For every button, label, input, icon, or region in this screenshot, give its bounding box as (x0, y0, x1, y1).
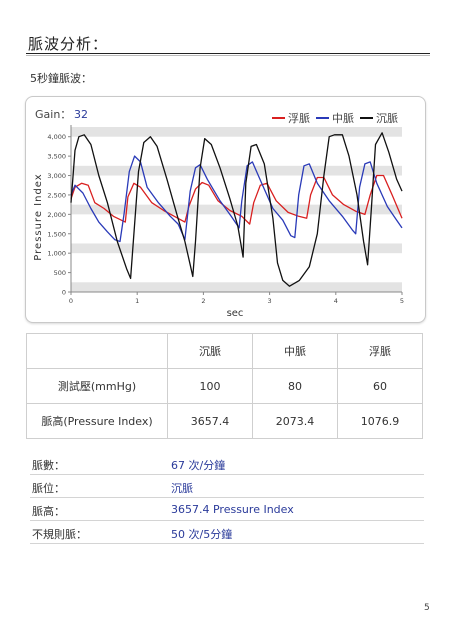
grid-band (71, 204, 402, 215)
y-tick-label: 3,500 (47, 153, 66, 161)
x-tick-label: 1 (135, 297, 139, 305)
x-tick-label: 2 (201, 297, 205, 305)
pulse-wave-chart: 0 500 1,000 1,500 2,000 2,500 3,000 3,500 4,000 0… (25, 96, 426, 323)
y-axis-label: Pressure Index (33, 173, 44, 260)
info-label: 不規則脈： (32, 528, 87, 541)
section-title: 5秒鐘脈波： (30, 72, 92, 85)
pulse-wave-chart-svg: 0 500 1,000 1,500 2,000 2,500 3,000 3,500 4,000 0… (33, 108, 404, 319)
table-header-cell (26, 333, 168, 369)
y-tick-label: 1,500 (47, 230, 66, 238)
y-tick-label: 2,000 (47, 211, 66, 219)
page-number: 5 (424, 603, 430, 613)
grid-band (71, 127, 402, 137)
y-tick-label: 2,500 (47, 191, 66, 199)
table-cell: 2073.4 (252, 403, 338, 439)
title-divider-shadow (26, 55, 430, 56)
y-tick-label: 0 (62, 289, 66, 297)
info-value: 50 次/5分鐘 (171, 528, 233, 541)
y-tick-label: 3,000 (47, 172, 66, 180)
table-cell: 3657.4 (167, 403, 253, 439)
x-tick-label: 3 (268, 297, 272, 305)
table-row: 脈高(Pressure Index) 3657.4 2073.4 1076.9 (26, 403, 423, 439)
page-title: 脈波分析： (28, 35, 109, 53)
legend-label: 沉脈 (376, 111, 398, 125)
info-label: 脈位： (32, 482, 65, 495)
series-line-1 (70, 155, 403, 243)
grid-band (71, 165, 402, 176)
series-line-0 (70, 174, 403, 225)
table-cell: 60 (337, 368, 423, 404)
gain-value: 32 (74, 108, 88, 121)
gain-label: Gain： (35, 108, 71, 121)
info-value: 67 次/分鐘 (171, 459, 226, 472)
info-row-pulse-position: 脈位： 沉脈 (30, 475, 424, 498)
table-header-cell: 浮脈 (337, 333, 423, 369)
grid-band (71, 243, 402, 254)
y-tick-label: 4,000 (47, 133, 66, 141)
table-cell: 80 (252, 368, 338, 404)
info-value: 沉脈 (171, 482, 193, 495)
legend-label: 浮脈 (288, 111, 310, 125)
table-cell: 1076.9 (337, 403, 423, 439)
table-row: 測試壓(mmHg) 100 80 60 (26, 368, 423, 404)
x-axis-label: sec (227, 308, 244, 319)
grid-band (71, 282, 402, 292)
pressure-table: 沉脈 中脈 浮脈 測試壓(mmHg) 100 80 60 脈高(Pressure… (26, 333, 423, 439)
x-tick-label: 4 (334, 297, 338, 305)
table-header-cell: 沉脈 (167, 333, 253, 369)
title-divider (26, 53, 430, 54)
pulse-summary: 脈數： 67 次/分鐘 脈位： 沉脈 脈高： 3657.4 Pressure I… (30, 452, 424, 544)
table-row-label: 測試壓(mmHg) (26, 368, 168, 404)
chart-legend: 浮脈 中脈 沉脈 (272, 111, 398, 125)
info-label: 脈數： (32, 459, 65, 472)
table-row-label: 脈高(Pressure Index) (26, 403, 168, 439)
series-line-2 (70, 132, 403, 287)
x-tick-label: 0 (69, 297, 73, 305)
y-tick-label: 500 (54, 269, 66, 277)
x-tick-label: 5 (400, 297, 404, 305)
legend-label: 中脈 (332, 111, 354, 125)
info-row-pulse-height: 脈高： 3657.4 Pressure Index (30, 498, 424, 521)
table-header-row: 沉脈 中脈 浮脈 (26, 333, 423, 369)
info-label: 脈高： (32, 505, 65, 518)
info-value: 3657.4 Pressure Index (171, 503, 294, 516)
info-row-pulse-rate: 脈數： 67 次/分鐘 (30, 452, 424, 475)
y-tick-label: 1,000 (47, 250, 66, 258)
table-cell: 100 (167, 368, 253, 404)
table-header-cell: 中脈 (252, 333, 338, 369)
info-row-irregular-pulse: 不規則脈： 50 次/5分鐘 (30, 521, 424, 544)
